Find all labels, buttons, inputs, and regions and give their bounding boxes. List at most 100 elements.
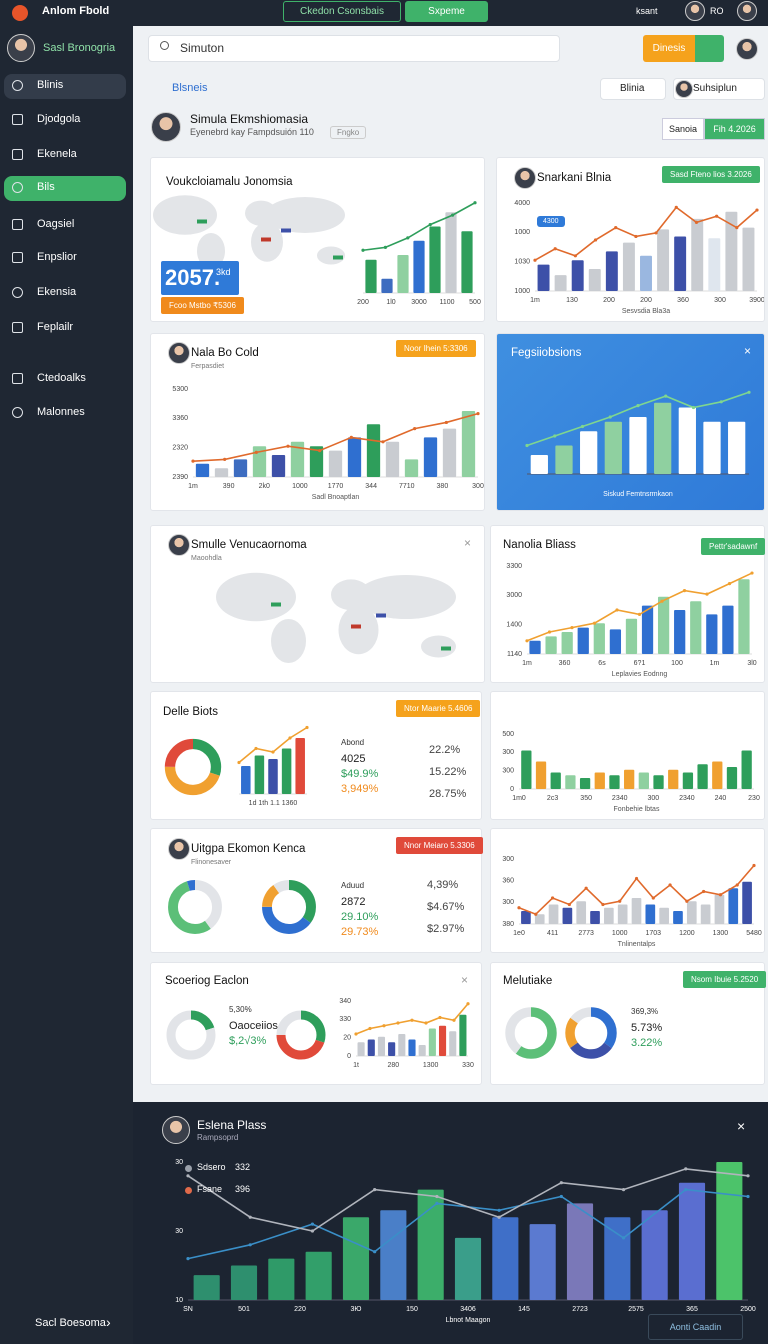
nav-item[interactable]: Feplailr [37, 321, 74, 333]
bar [638, 772, 649, 789]
nav-item[interactable]: Ekenela [37, 148, 77, 160]
nav-item[interactable]: Djodgola [37, 113, 81, 125]
line-dot [305, 725, 309, 730]
line-dot [476, 412, 480, 416]
card-title: Uitgpa Ekomon Kenca [191, 843, 306, 855]
line-dot [186, 1174, 190, 1178]
line [534, 206, 758, 261]
card: Siskud Femtnsrmkaon Fegsiiobsions × [496, 333, 765, 511]
tab[interactable]: Sanoia [662, 118, 704, 140]
map-marker [271, 602, 281, 607]
bar [445, 212, 457, 293]
bar [673, 911, 683, 924]
nav-icon [12, 182, 23, 193]
nav-item[interactable]: Enpslior [37, 251, 77, 263]
nav-icon [12, 219, 23, 230]
y-tick-label: 10 [175, 1297, 183, 1304]
action-button[interactable]: Sxpeme [405, 1, 488, 22]
bar [716, 1162, 743, 1300]
line-dot [248, 1243, 252, 1247]
bar [550, 772, 561, 789]
nav-item[interactable]: Oagsiel [37, 218, 75, 230]
bar [700, 904, 711, 924]
bar [366, 424, 381, 477]
line-dot [559, 1181, 563, 1185]
x-tick-label: 280 [387, 1062, 399, 1069]
bar [381, 278, 393, 293]
line-dot [621, 1236, 626, 1240]
bar [594, 772, 605, 789]
tab[interactable]: Fih 4.2026 [704, 118, 765, 140]
close-icon[interactable]: × [744, 344, 752, 358]
search-button[interactable]: Dinesis [643, 35, 695, 62]
line-dot [608, 415, 612, 419]
avatar [162, 1116, 190, 1144]
bar [377, 1036, 386, 1056]
search-box[interactable] [148, 35, 560, 62]
bar [708, 238, 721, 291]
card-graphics: 340 330 20 01t 280 1300 330 [166, 998, 474, 1069]
chip[interactable] [673, 78, 765, 100]
nav-active [4, 74, 126, 99]
x-tick-label: 1m [522, 660, 532, 667]
avatar [7, 34, 35, 62]
nav-item[interactable]: Blinis [37, 79, 64, 91]
x-tick-label: 2773 [578, 930, 594, 937]
action-button[interactable]: Ckedon Csonsbais [283, 1, 401, 22]
legend-dot [185, 1165, 192, 1172]
bar [742, 881, 752, 924]
chip[interactable] [600, 78, 666, 100]
donut-segment [565, 1007, 617, 1059]
x-tick-label: 1d 1th 1.1 1360 [249, 800, 298, 807]
y-tick-label: 340 [339, 998, 351, 1005]
line-dot [473, 201, 477, 205]
bar [459, 1014, 467, 1056]
close-icon[interactable]: × [464, 536, 472, 550]
legend: Siskud Femtnsrmkaon [603, 491, 673, 498]
x-tick-label: 100 [671, 660, 683, 667]
y-tick-label: 1400 [506, 622, 522, 629]
nav-icon [12, 373, 23, 384]
bar [577, 627, 589, 654]
close-icon[interactable]: × [461, 973, 469, 987]
line-dot [382, 1024, 386, 1028]
line [526, 572, 753, 642]
bar [657, 596, 670, 654]
line-dot [406, 236, 410, 240]
x-tick-label: 360 [677, 297, 689, 304]
x-tick-label: 1770 [328, 483, 344, 490]
x-tick-label: 145 [518, 1306, 530, 1313]
map-land [251, 222, 283, 262]
bar [624, 769, 635, 789]
legend-name: Sdsero [197, 1162, 226, 1172]
nav-item[interactable]: Bils [37, 181, 55, 193]
x-tick-label: 390 [223, 483, 235, 490]
bar [461, 231, 473, 293]
line-dot [735, 226, 739, 230]
bar [529, 1224, 556, 1300]
x-tick-label: 220 [294, 1306, 306, 1313]
donut-segment [164, 738, 222, 796]
close-icon[interactable]: × [737, 1118, 746, 1134]
x-tick-label: 1m0 [512, 795, 526, 802]
line-dot [349, 435, 353, 439]
y-tick-label: 0 [510, 786, 514, 793]
search-dropdown[interactable] [695, 35, 724, 62]
legend-value: 332 [235, 1162, 251, 1172]
nav-item[interactable]: Malonnes [37, 406, 85, 418]
panel-button[interactable]: Aonti Caadin [648, 1314, 743, 1340]
line-dot [318, 449, 322, 453]
nav-item[interactable]: Ekensia [37, 286, 77, 298]
x-tick-label: 1l0 [386, 299, 395, 306]
line-dot [614, 226, 618, 230]
badge: Pettr'sadawnf [701, 538, 766, 555]
nav-item[interactable]: Ctedoalks [37, 372, 86, 384]
bar [580, 431, 598, 474]
line-dot [746, 1194, 750, 1199]
bar [438, 1025, 447, 1056]
line-dot [718, 893, 723, 897]
percent: 15.22% [429, 766, 467, 778]
x-tick-label: 1m [188, 483, 198, 490]
x-tick-label: 380 [437, 483, 449, 490]
line-dot [715, 214, 719, 218]
